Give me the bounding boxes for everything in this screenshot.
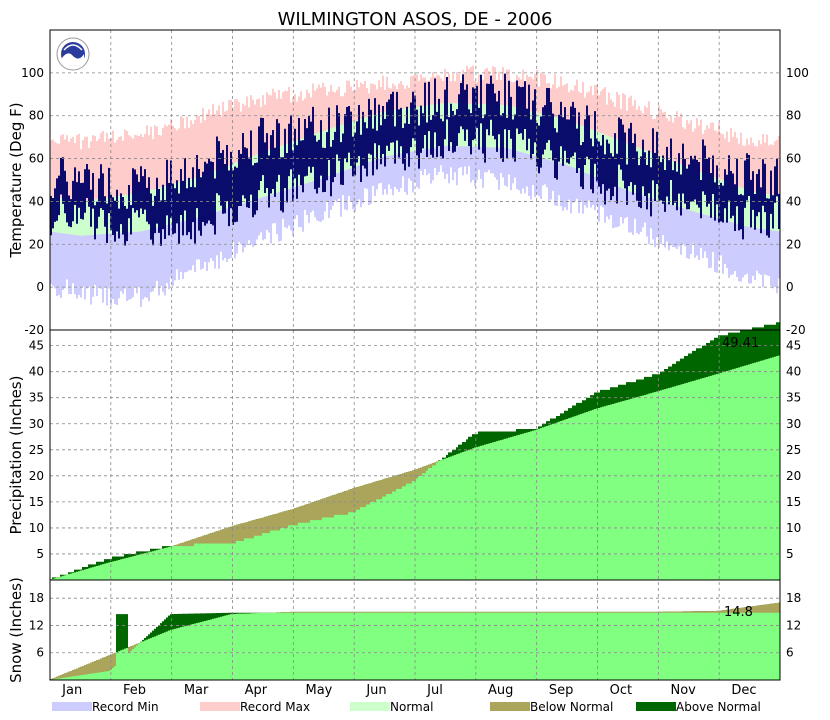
precip-tick-label: 45	[29, 339, 44, 353]
temp-tick-label: 80	[29, 109, 44, 123]
snow-ylabel: Snow (Inches)	[7, 577, 25, 683]
precip-tick-label: 5	[36, 547, 44, 561]
snow-tick-label: 18	[786, 591, 801, 605]
chart-title: WILMINGTON ASOS, DE - 2006	[278, 9, 553, 30]
temp-tick-label: 100	[21, 66, 44, 80]
month-label: Apr	[245, 683, 268, 698]
legend-label: Below Normal	[530, 700, 613, 714]
temp-tick-label: 80	[786, 109, 801, 123]
snow-tick-label: 6	[36, 646, 44, 660]
temp-tick-label: -20	[24, 323, 44, 337]
temp-tick-label: 100	[786, 66, 809, 80]
temp-tick-label: -20	[786, 323, 806, 337]
month-label: Mar	[184, 683, 209, 698]
temp-tick-label: 40	[786, 194, 801, 208]
precip-tick-label: 25	[29, 443, 44, 457]
month-label: Dec	[731, 683, 756, 698]
snow-total-label: 14.8	[724, 605, 753, 620]
month-label: Feb	[123, 683, 146, 698]
month-label: Jan	[61, 683, 82, 698]
snow-normal	[50, 612, 780, 680]
precip-tick-label: 40	[786, 365, 801, 379]
temp-tick-label: 60	[29, 152, 44, 166]
precip-tick-label: 45	[786, 339, 801, 353]
precip-ylabel: Precipitation (Inches)	[7, 376, 25, 535]
month-label: Nov	[671, 683, 697, 698]
temp-tick-label: 0	[36, 280, 44, 294]
legend-label: Above Normal	[676, 700, 761, 714]
gridlines	[50, 30, 780, 680]
temp-tick-label: 60	[786, 152, 801, 166]
record-max-band	[50, 65, 780, 307]
temp-tick-label: 20	[29, 237, 44, 251]
panel-border	[49, 579, 781, 681]
legend: Record Min Record Max Normal Below Normal Ab…	[52, 700, 761, 714]
snow-tick-label: 18	[29, 591, 44, 605]
precip-tick-label: 30	[29, 417, 44, 431]
legend-label: Record Max	[240, 700, 310, 714]
month-label: Jun	[365, 683, 386, 698]
precip-tick-label: 10	[786, 521, 801, 535]
snow-tick-label: 6	[786, 646, 794, 660]
precip-tick-label: 5	[786, 547, 794, 561]
temp-tick-label: 40	[29, 194, 44, 208]
legend-label: Normal	[390, 700, 433, 714]
precip-tick-label: 30	[786, 417, 801, 431]
precip-tick-label: 15	[786, 495, 801, 509]
precip-tick-label: 20	[786, 469, 801, 483]
precip-tick-label: 35	[786, 391, 801, 405]
temp-tick-label: 0	[786, 280, 794, 294]
precip-tick-label: 10	[29, 521, 44, 535]
month-label: Aug	[488, 683, 513, 698]
precip-tick-label: 25	[786, 443, 801, 457]
precip-tick-label: 40	[29, 365, 44, 379]
legend-swatch	[490, 702, 530, 711]
precip-total-label: 49.41	[722, 336, 759, 351]
noaa-logo	[56, 37, 90, 71]
temp-tick-label: 20	[786, 237, 801, 251]
temperature-ylabel: Temperature (Deg F)	[7, 102, 25, 258]
month-label: May	[306, 683, 333, 698]
month-labels: Jan Feb Mar Apr May Jun Jul Aug Sep Oct Nov Dec	[61, 683, 756, 698]
precip-tick-label: 20	[29, 469, 44, 483]
legend-label: Record Min	[92, 700, 159, 714]
snow-tick-label: 12	[786, 618, 801, 632]
snow-tick-label: 12	[29, 618, 44, 632]
legend-swatch	[350, 702, 390, 711]
month-label: Oct	[610, 683, 632, 698]
month-label: Sep	[549, 683, 574, 698]
month-label: Jul	[426, 683, 443, 698]
precip-tick-label: 15	[29, 495, 44, 509]
legend-swatch	[200, 702, 240, 711]
legend-swatch	[636, 702, 676, 711]
legend-swatch	[52, 702, 92, 711]
precip-tick-label: 35	[29, 391, 44, 405]
